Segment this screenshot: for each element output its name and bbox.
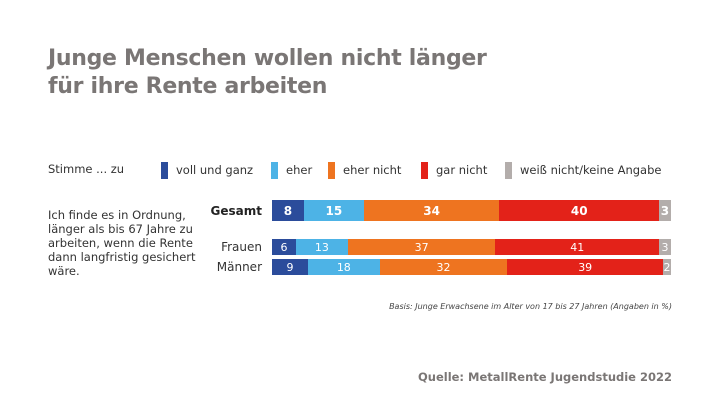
bar-maenner: 9 18 32 39 2 bbox=[272, 259, 671, 275]
bar-segment-weiss-nicht-keine-angabe: 3 bbox=[659, 239, 671, 255]
row-label-frauen: Frauen bbox=[221, 240, 262, 254]
bar-segment-eher-nicht: 37 bbox=[347, 239, 496, 255]
data-label: 9 bbox=[286, 260, 294, 274]
data-label: 39 bbox=[578, 260, 593, 274]
row-label-maenner: Männer bbox=[216, 260, 262, 274]
legend-item-eher: eher bbox=[271, 161, 312, 179]
source-note: Quelle: MetallRente Jugendstudie 2022 bbox=[417, 370, 672, 384]
bar-segment-gar-nicht: 41 bbox=[495, 239, 659, 255]
legend-label: weiß nicht/keine Angabe bbox=[520, 163, 662, 177]
data-label: 2 bbox=[663, 260, 671, 274]
bar-segment-weiss-nicht-keine-angabe: 2 bbox=[663, 259, 671, 275]
bar-segment-eher: 18 bbox=[307, 259, 380, 275]
data-label: 13 bbox=[314, 240, 329, 254]
data-label: 37 bbox=[414, 240, 429, 254]
legend-item-eher-nicht: eher nicht bbox=[328, 161, 401, 179]
legend-label: voll und ganz bbox=[176, 163, 254, 177]
data-label: 8 bbox=[283, 203, 293, 218]
data-label: 34 bbox=[423, 203, 440, 218]
bar-frauen: 6 13 37 41 3 bbox=[272, 239, 671, 255]
bar-segment-weiss-nicht-keine-angabe: 3 bbox=[659, 200, 671, 221]
bar-segment-voll-und-ganz: 6 bbox=[272, 239, 296, 255]
question-text: Ich finde es in Ordnung, länger als bis … bbox=[48, 208, 196, 278]
bar-segment-voll-und-ganz: 9 bbox=[272, 259, 308, 275]
legend-swatch bbox=[421, 161, 428, 179]
legend-label: eher nicht bbox=[343, 163, 402, 177]
legend-label: eher bbox=[286, 163, 313, 177]
legend-item-keine-angabe: weiß nicht/keine Angabe bbox=[505, 161, 661, 179]
bar-segment-eher-nicht: 34 bbox=[363, 200, 500, 221]
data-label: 3 bbox=[661, 240, 669, 254]
title-line-2: für ihre Rente arbeiten bbox=[48, 74, 328, 99]
legend-label: gar nicht bbox=[436, 163, 488, 177]
row-label-gesamt: Gesamt bbox=[210, 204, 262, 218]
data-label: 40 bbox=[570, 203, 588, 218]
bar-segment-gar-nicht: 40 bbox=[499, 200, 659, 221]
bar-segment-eher-nicht: 32 bbox=[379, 259, 508, 275]
legend-swatch bbox=[161, 161, 168, 179]
bar-segment-eher: 13 bbox=[295, 239, 348, 255]
legend-item-gar-nicht: gar nicht bbox=[421, 161, 487, 179]
legend-lead: Stimme ... zu bbox=[48, 162, 125, 176]
legend-item-voll-und-ganz: voll und ganz bbox=[161, 161, 253, 179]
data-label: 32 bbox=[436, 260, 451, 274]
legend-swatch bbox=[505, 161, 512, 179]
data-label: 3 bbox=[660, 203, 670, 218]
bar-gesamt: 8 15 34 40 3 bbox=[272, 200, 671, 221]
chart-title: Junge Menschen wollen nicht länger für i… bbox=[48, 45, 487, 101]
bar-segment-voll-und-ganz: 8 bbox=[272, 200, 304, 221]
data-label: 41 bbox=[570, 240, 585, 254]
title-line-1: Junge Menschen wollen nicht länger bbox=[48, 46, 487, 71]
legend: Stimme ... zu voll und ganz eher eher ni… bbox=[48, 161, 688, 179]
data-label: 6 bbox=[280, 240, 288, 254]
basis-note: Basis: Junge Erwachsene im Alter von 17 … bbox=[389, 302, 672, 311]
bar-segment-gar-nicht: 39 bbox=[507, 259, 663, 275]
legend-swatch bbox=[271, 161, 278, 179]
data-label: 18 bbox=[336, 260, 351, 274]
bar-segment-eher: 15 bbox=[303, 200, 364, 221]
legend-swatch bbox=[328, 161, 335, 179]
data-label: 15 bbox=[325, 203, 343, 218]
